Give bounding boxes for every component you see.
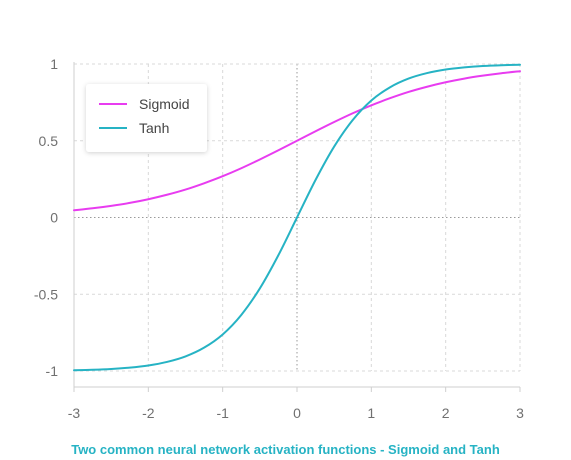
x-tick-label: -3 — [68, 405, 81, 421]
x-tick-label: 1 — [367, 405, 375, 421]
x-tick-label: -1 — [216, 405, 229, 421]
axis-layer: -3 -2 -1 0 1 2 3 1 0.5 0 -0.5 -1 — [34, 56, 524, 421]
series-line-sigmoid — [73, 70, 521, 212]
chart-caption: Two common neural network activation fun… — [71, 442, 500, 457]
y-tick-label: 0.5 — [39, 133, 59, 149]
x-tick-label: -2 — [142, 405, 155, 421]
legend: Sigmoid Tanh — [86, 84, 207, 152]
x-tick-label: 3 — [516, 405, 524, 421]
y-tick-label: 1 — [50, 56, 58, 72]
series-layer — [73, 63, 521, 372]
legend-label-sigmoid: Sigmoid — [139, 96, 190, 112]
legend-box — [86, 84, 207, 152]
series-line-tanh — [73, 63, 521, 372]
y-tick-label: 0 — [50, 210, 58, 226]
x-tick-label: 0 — [293, 405, 301, 421]
y-tick-label: -0.5 — [34, 286, 58, 302]
legend-label-tanh: Tanh — [139, 120, 169, 136]
x-tick-label: 2 — [442, 405, 450, 421]
y-tick-label: -1 — [46, 363, 59, 379]
